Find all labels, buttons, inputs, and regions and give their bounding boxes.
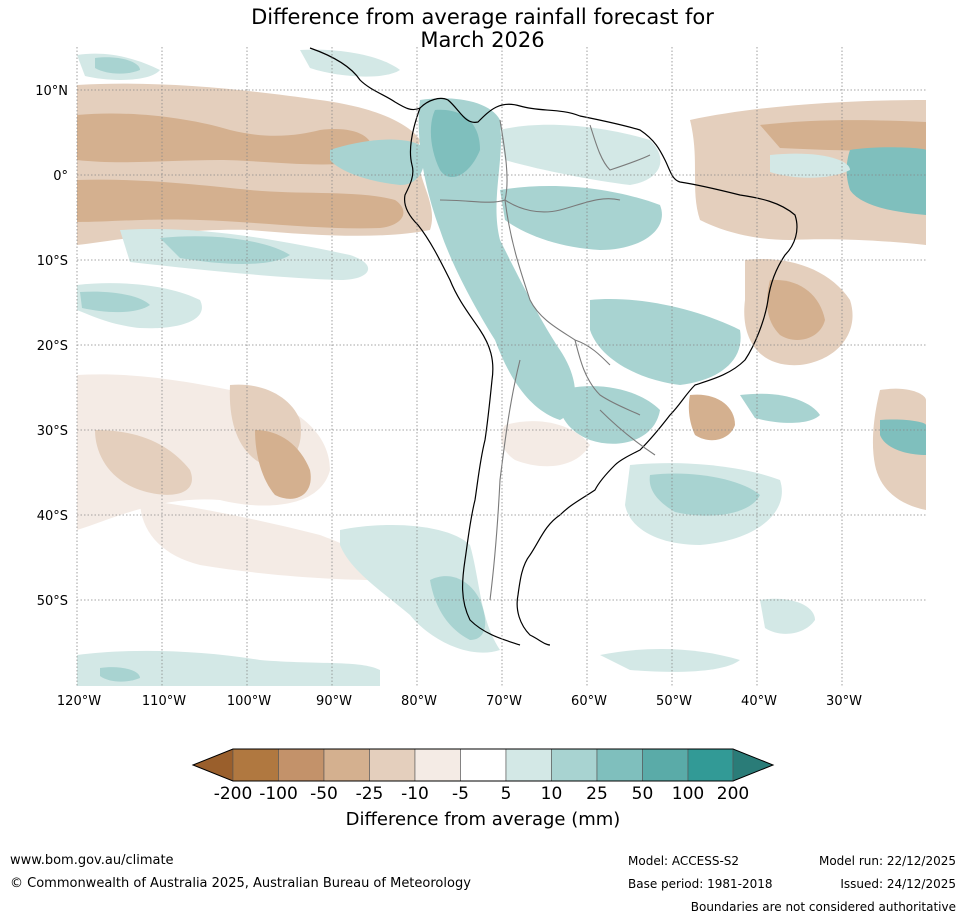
contour-wet-argentine-basin-core <box>649 473 760 516</box>
lat-label-20s: 20°S <box>37 339 68 354</box>
contour-wet-np-b <box>300 49 400 77</box>
contour-dry-pacific-core-south <box>77 179 404 229</box>
lon-label-50w: 50°W <box>656 694 692 709</box>
chart-title-line1: Difference from average rainfall forecas… <box>251 5 714 29</box>
country-boundaries <box>439 119 656 601</box>
lon-label-90w: 90°W <box>316 694 352 709</box>
colorbar-tick-minus-50: -50 <box>310 784 338 804</box>
contour-dry-rio-plata <box>688 394 735 441</box>
contour-wet-np-a-core <box>95 57 140 74</box>
colorbar-tick-minus-200: -200 <box>214 784 253 804</box>
colorbar <box>191 748 775 782</box>
contour-wet-guiana <box>500 124 661 185</box>
contour-wet-south-atlantic <box>760 598 815 634</box>
coastlines <box>309 47 798 646</box>
contour-wet-atlantic-eq-edge <box>770 153 850 178</box>
contour-wet-amazon <box>500 185 662 250</box>
lat-label-10s: 10°S <box>37 254 68 269</box>
colorbar-tick-200: 200 <box>717 784 749 804</box>
colorbar-swatch-below-minus-200 <box>192 748 234 782</box>
colorbar-swatch-minus-25-to-minus-10 <box>369 748 416 782</box>
contour-wet-southern-ocean <box>77 650 380 686</box>
contour-dry-brazil-core <box>767 279 825 340</box>
boundary-chile-argentina <box>489 359 521 601</box>
colorbar-tick-100: 100 <box>672 784 704 804</box>
colorbar-outline <box>191 748 775 782</box>
colorbar-tick-minus-100: -100 <box>259 784 298 804</box>
contour-wet-brazil-central <box>590 299 741 385</box>
lon-label-60w: 60°W <box>571 694 607 709</box>
lat-label-10n: 10°N <box>35 84 68 99</box>
lon-label-80w: 80°W <box>401 694 437 709</box>
contour-wet-andes <box>418 98 575 421</box>
boundary-peru-brazil-bolivia <box>504 199 611 366</box>
footer-issued: Issued: 24/12/2025 <box>840 877 956 891</box>
lon-label-100w: 100°W <box>227 694 271 709</box>
lon-label-70w: 70°W <box>486 694 522 709</box>
contour-wet-andes-core-north <box>430 109 480 178</box>
contour-wet-atlantic-30s <box>740 393 820 423</box>
colorbar-swatch-50-to-100 <box>642 748 689 782</box>
lat-label-50s: 50°S <box>37 594 68 609</box>
footer-url: www.bom.gov.au/climate <box>10 853 174 868</box>
colorbar-tick-50: 50 <box>632 784 654 804</box>
contour-wet-southern-ocean-core <box>100 667 140 682</box>
contour-dry-sp-core-c <box>255 430 311 499</box>
footer-model-run: Model run: 22/12/2025 <box>818 854 956 868</box>
footer-copyright: © Commonwealth of Australia 2025, Austra… <box>10 876 471 891</box>
contour-dry-pacific-core-north <box>77 113 373 165</box>
graticule <box>76 47 926 686</box>
colorbar-tick-25: 25 <box>586 784 608 804</box>
lon-label-110w: 110°W <box>142 694 186 709</box>
colorbar-swatch-minus-100-to-minus-50 <box>278 748 325 782</box>
contour-wet-patagonia-core <box>430 576 486 640</box>
boundary-paraguay <box>574 339 641 416</box>
colorbar-tick-minus-25: -25 <box>356 784 384 804</box>
colorbar-swatch-above-200 <box>732 748 774 782</box>
lat-label-0: 0° <box>53 169 68 184</box>
colorbar-tick-10: 10 <box>541 784 563 804</box>
colorbar-swatch-minus-10-to-minus-5 <box>414 748 461 782</box>
lon-label-40w: 40°W <box>741 694 777 709</box>
colorbar-swatch-100-to-200 <box>687 748 734 782</box>
colorbar-swatch-minus-200-to-minus-100 <box>232 748 279 782</box>
boundary-colombia-venezuela-brazil <box>499 119 621 213</box>
coastline-west <box>403 107 521 646</box>
lon-label-30w: 30°W <box>826 694 862 709</box>
contour-dry-argentina <box>501 421 590 467</box>
lat-label-40s: 40°S <box>37 509 68 524</box>
colorbar-swatch-minus-50-to-minus-25 <box>323 748 370 782</box>
footer-base-period: Base period: 1981-2018 <box>628 877 773 891</box>
colorbar-tick-5: 5 <box>501 784 512 804</box>
colorbar-tick-minus-5: -5 <box>452 784 469 804</box>
colorbar-swatch-25-to-50 <box>596 748 643 782</box>
contour-wet-atlantic-30s-east <box>880 419 926 455</box>
contour-dry-atlantic-core <box>760 120 926 151</box>
boundary-guianas <box>589 124 651 171</box>
contour-wet-sp-tropics-core <box>160 236 290 264</box>
footer-disclaimer: Boundaries are not considered authoritat… <box>690 900 956 914</box>
lon-label-120w: 120°W <box>57 694 101 709</box>
colorbar-swatch-minus-5-to-5 <box>460 748 507 782</box>
colorbar-tick-minus-10: -10 <box>401 784 429 804</box>
contour-dry-sp-core-a <box>95 430 192 495</box>
colorbar-swatch-5-to-10 <box>505 748 552 782</box>
contour-wet-paraguay <box>558 386 660 444</box>
contour-wet-sp-west-core <box>80 291 150 313</box>
contour-dry-sp-south <box>140 500 382 580</box>
coastline-east <box>309 47 798 646</box>
boundary-uruguay <box>599 409 656 456</box>
contour-wet-drake <box>600 648 740 672</box>
colorbar-axis-label: Difference from average (mm) <box>346 809 621 830</box>
lat-label-30s: 30°S <box>37 424 68 439</box>
contour-wet-atlantic-eq <box>846 147 926 215</box>
anomaly-contours <box>77 49 926 686</box>
contour-wet-eq-pacific <box>330 139 424 185</box>
colorbar-swatch-10-to-25 <box>551 748 598 782</box>
boundary-ecuador-peru <box>439 199 506 203</box>
footer-model: Model: ACCESS-S2 <box>628 854 740 868</box>
